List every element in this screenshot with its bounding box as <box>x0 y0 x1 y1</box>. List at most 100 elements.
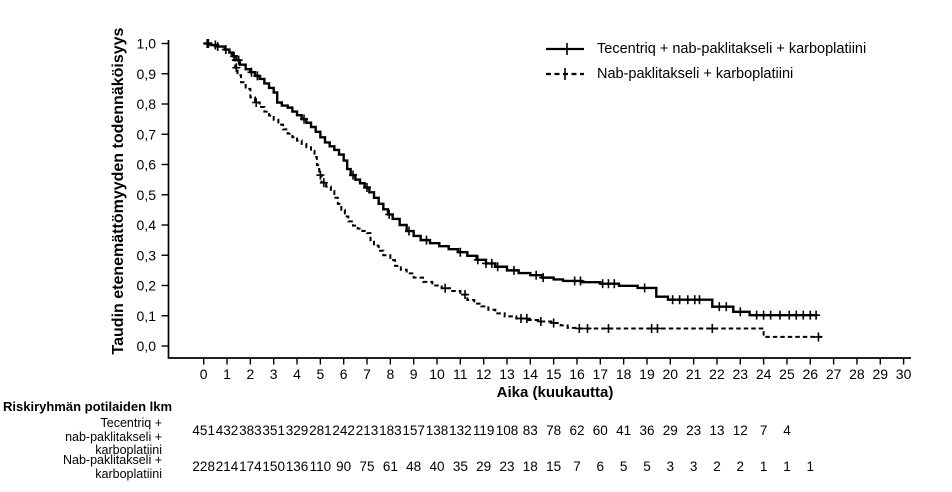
y-tick-label: 0,4 <box>137 217 157 233</box>
risk-row-label-nabpaclitaxel: Nab-paklitakseli + karboplatiini <box>0 453 162 481</box>
x-tick-label: 2 <box>246 366 254 382</box>
risk-count: 6 <box>597 459 605 474</box>
risk-count: 1 <box>760 459 768 474</box>
x-tick-label: 28 <box>849 366 865 382</box>
x-axis-ticks: 0 1 2 3 4 5 6 7 8 9 10 11 12 13 14 15 16 17 18 19 20 21 22 23 24… <box>200 358 912 382</box>
x-tick-label: 14 <box>523 366 539 382</box>
risk-count: 83 <box>523 423 538 438</box>
risk-count: 138 <box>426 423 449 438</box>
x-tick-label: 26 <box>802 366 818 382</box>
x-tick-label: 21 <box>686 366 702 382</box>
risk-count: 7 <box>573 459 581 474</box>
risk-count: 35 <box>453 459 468 474</box>
risk-count: 40 <box>429 459 444 474</box>
y-tick-label: 0,0 <box>137 338 157 354</box>
risk-count: 1 <box>783 459 791 474</box>
risk-count: 183 <box>379 423 402 438</box>
x-tick-label: 18 <box>616 366 632 382</box>
risk-row-label-line: karboplatiini <box>95 466 162 481</box>
km-curve <box>203 42 822 338</box>
risk-row-label-line: Tecentriq + <box>100 416 163 430</box>
risk-count: 108 <box>496 423 519 438</box>
x-tick-label: 12 <box>476 366 492 382</box>
legend-label: Nab-paklitakseli + karboplatiini <box>597 65 794 82</box>
risk-row-label-line: Nab-paklitakseli + <box>62 453 162 467</box>
x-tick-label: 22 <box>709 366 725 382</box>
risk-count: 451 <box>192 423 215 438</box>
risk-table-title: Riskiryhmän potilaiden lkm <box>3 399 173 414</box>
risk-count: 36 <box>639 423 654 438</box>
x-tick-label: 7 <box>363 366 371 382</box>
risk-count: 119 <box>473 423 495 438</box>
x-tick-label: 11 <box>453 366 468 382</box>
y-tick-label: 0,6 <box>137 157 157 173</box>
y-tick-label: 0,8 <box>137 96 157 112</box>
legend-item-nabpaclitaxel: Nab-paklitakseli + karboplatiini <box>546 61 866 86</box>
x-tick-label: 25 <box>779 366 795 382</box>
y-tick-label: 0,3 <box>137 247 157 263</box>
risk-count: 23 <box>686 423 701 438</box>
risk-count: 90 <box>336 459 351 474</box>
x-tick-label: 20 <box>663 366 679 382</box>
risk-count: 78 <box>546 423 561 438</box>
km-curve <box>203 42 818 317</box>
series-nabpaclitaxel <box>203 39 823 342</box>
risk-count: 383 <box>239 423 262 438</box>
series-tecentriq <box>203 39 821 320</box>
y-tick-label: 0,7 <box>137 126 157 142</box>
x-tick-label: 15 <box>546 366 562 382</box>
risk-count: 29 <box>476 459 491 474</box>
x-tick-label: 4 <box>293 366 301 382</box>
y-tick-label: 0,9 <box>137 66 157 82</box>
y-axis-ticks: 0,0 0,1 0,2 0,3 0,4 0,5 0,6 0,7 0,8 0,9 1,0 <box>137 36 169 354</box>
risk-count: 23 <box>499 459 514 474</box>
y-tick-label: 0,5 <box>137 187 157 203</box>
risk-count: 213 <box>356 423 379 438</box>
x-tick-label: 9 <box>410 366 418 382</box>
risk-count: 110 <box>310 459 332 474</box>
risk-count: 5 <box>643 459 651 474</box>
risk-count: 60 <box>593 423 608 438</box>
legend: Tecentriq + nab-paklitakseli + karboplat… <box>546 36 866 86</box>
risk-count: 351 <box>262 423 285 438</box>
risk-count: 2 <box>713 459 721 474</box>
risk-count: 132 <box>449 423 472 438</box>
risk-count: 61 <box>383 459 398 474</box>
x-tick-label: 0 <box>200 366 208 382</box>
risk-count: 13 <box>709 423 724 438</box>
risk-count: 157 <box>402 423 425 438</box>
risk-count: 15 <box>546 459 561 474</box>
risk-count: 4 <box>783 423 791 438</box>
x-tick-label: 8 <box>386 366 394 382</box>
risk-count: 329 <box>286 423 309 438</box>
risk-count: 75 <box>359 459 374 474</box>
risk-count: 174 <box>239 459 262 474</box>
x-tick-label: 29 <box>872 366 888 382</box>
risk-row-label-line: nab-paklitakseli + karboplatiini <box>65 429 162 457</box>
risk-row-values-nabpaclitaxel: 228 214 174 150 136 110 90 75 61 48 40 35 29 23 18 15 7 6… <box>192 459 814 474</box>
risk-count: 48 <box>406 459 421 474</box>
x-tick-label: 19 <box>639 366 655 382</box>
risk-count: 3 <box>667 459 675 474</box>
risk-count: 7 <box>760 423 768 438</box>
risk-count: 29 <box>663 423 678 438</box>
x-tick-label: 1 <box>223 366 231 382</box>
y-tick-label: 1,0 <box>137 36 157 52</box>
axes <box>167 40 911 359</box>
risk-row-label-tecentriq: Tecentriq + nab-paklitakseli + karboplat… <box>0 416 163 458</box>
risk-count: 150 <box>262 459 285 474</box>
x-tick-label: 23 <box>733 366 749 382</box>
x-tick-label: 24 <box>756 366 772 382</box>
x-tick-label: 10 <box>429 366 445 382</box>
x-tick-label: 27 <box>826 366 842 382</box>
dashed-line-with-censor-icon <box>546 67 584 80</box>
x-tick-label: 16 <box>569 366 585 382</box>
x-tick-label: 6 <box>340 366 348 382</box>
risk-count: 281 <box>309 423 332 438</box>
risk-count: 136 <box>286 459 309 474</box>
risk-count: 62 <box>569 423 584 438</box>
risk-count: 228 <box>192 459 215 474</box>
risk-count: 5 <box>620 459 628 474</box>
risk-count: 18 <box>523 459 538 474</box>
